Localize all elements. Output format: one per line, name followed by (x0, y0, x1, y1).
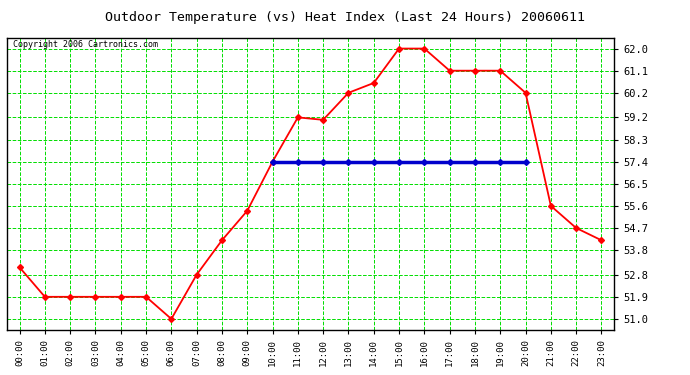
Text: Outdoor Temperature (vs) Heat Index (Last 24 Hours) 20060611: Outdoor Temperature (vs) Heat Index (Las… (105, 11, 585, 24)
Text: Copyright 2006 Cartronics.com: Copyright 2006 Cartronics.com (13, 40, 158, 50)
